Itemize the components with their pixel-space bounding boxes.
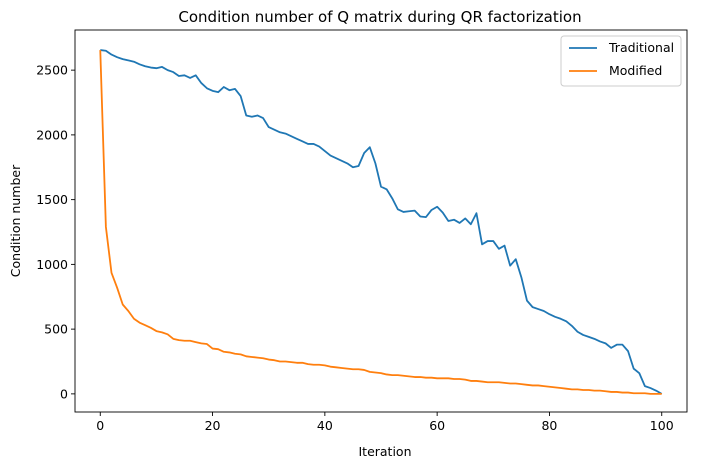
plot-frame xyxy=(75,30,687,412)
axes-border xyxy=(74,29,688,413)
x-axis-title: Iteration xyxy=(358,444,411,459)
legend-label-modified: Modified xyxy=(609,63,662,78)
legend-label-traditional: Traditional xyxy=(608,40,674,55)
series-line-modified xyxy=(99,50,662,395)
x-tick-label: 100 xyxy=(650,418,674,433)
x-axis: 0 20 40 60 80 100 xyxy=(96,412,674,433)
legend: Traditional Modified xyxy=(560,35,682,87)
series-line-traditional xyxy=(100,49,663,395)
series-layer xyxy=(99,49,663,395)
y-tick-label: 500 xyxy=(44,322,68,337)
y-tick-label: 2500 xyxy=(36,63,68,78)
chart-title: Condition number of Q matrix during QR f… xyxy=(178,8,581,26)
x-tick-label: 60 xyxy=(429,418,445,433)
y-axis-title: Condition number xyxy=(8,164,23,277)
y-tick-label: 1500 xyxy=(36,192,68,207)
y-axis: 0 500 1000 1500 2000 2500 xyxy=(36,63,75,401)
x-tick-label: 20 xyxy=(205,418,221,433)
x-tick-label: 80 xyxy=(541,418,557,433)
x-tick-label: 0 xyxy=(96,418,104,433)
y-tick-label: 2000 xyxy=(36,127,68,142)
y-tick-label: 0 xyxy=(60,386,68,401)
plot-area xyxy=(74,29,688,413)
y-tick-label: 1000 xyxy=(36,257,68,272)
x-tick-label: 40 xyxy=(317,418,333,433)
